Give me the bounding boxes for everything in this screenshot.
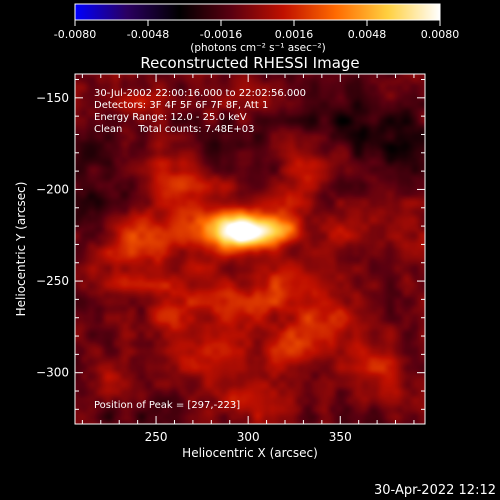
colorbar-tick-1: -0.0048 [127, 28, 169, 41]
plot-frame [74, 73, 426, 425]
timestamp: 30-Apr-2022 12:12 [374, 483, 496, 498]
colorbar-ticks [74, 20, 441, 26]
x-axis-label: Heliocentric X (arcsec) [182, 446, 318, 460]
peak-position-label: Position of Peak = [297,-223] [94, 400, 240, 411]
colorbar-tick-3: 0.0016 [275, 28, 314, 41]
info-line-time: 30-Jul-2002 22:00:16.000 to 22:02:56.000 [94, 88, 306, 99]
y-tick-label: −200 [36, 182, 69, 196]
info-line-clean: Clean Total counts: 7.48E+03 [94, 124, 254, 135]
colorbar-tick-4: 0.0048 [348, 28, 387, 41]
y-axis-label: Heliocentric Y (arcsec) [14, 182, 28, 317]
info-block: 30-Jul-2002 22:00:16.000 to 22:02:56.000… [94, 88, 306, 135]
colorbar-tick-5: 0.0080 [421, 28, 460, 41]
colorbar-unit-label: (photons cm⁻² s⁻¹ asec⁻²) [190, 42, 325, 54]
chart-title: Reconstructed RHESSI Image [140, 54, 359, 72]
x-tick-label: 250 [145, 430, 168, 444]
colorbar-gradient [74, 3, 441, 21]
colorbar-tick-2: -0.0016 [200, 28, 242, 41]
heatmap-image [75, 74, 425, 424]
colorbar-tick-0: -0.0080 [54, 28, 96, 41]
info-line-detectors: Detectors: 3F 4F 5F 6F 7F 8F, Att 1 [94, 100, 268, 111]
x-tick-label: 350 [329, 430, 352, 444]
x-tick-label: 300 [237, 430, 260, 444]
y-tick-label: −300 [36, 366, 69, 380]
y-tick-label: −250 [36, 274, 69, 288]
info-line-energy: Energy Range: 12.0 - 25.0 keV [94, 112, 247, 123]
axes: 250 300 350 −150 −200 −250 −300 [36, 74, 425, 444]
colorbar: -0.0080 -0.0048 -0.0016 0.0016 0.0048 0.… [54, 3, 460, 54]
y-tick-label: −150 [36, 91, 69, 105]
